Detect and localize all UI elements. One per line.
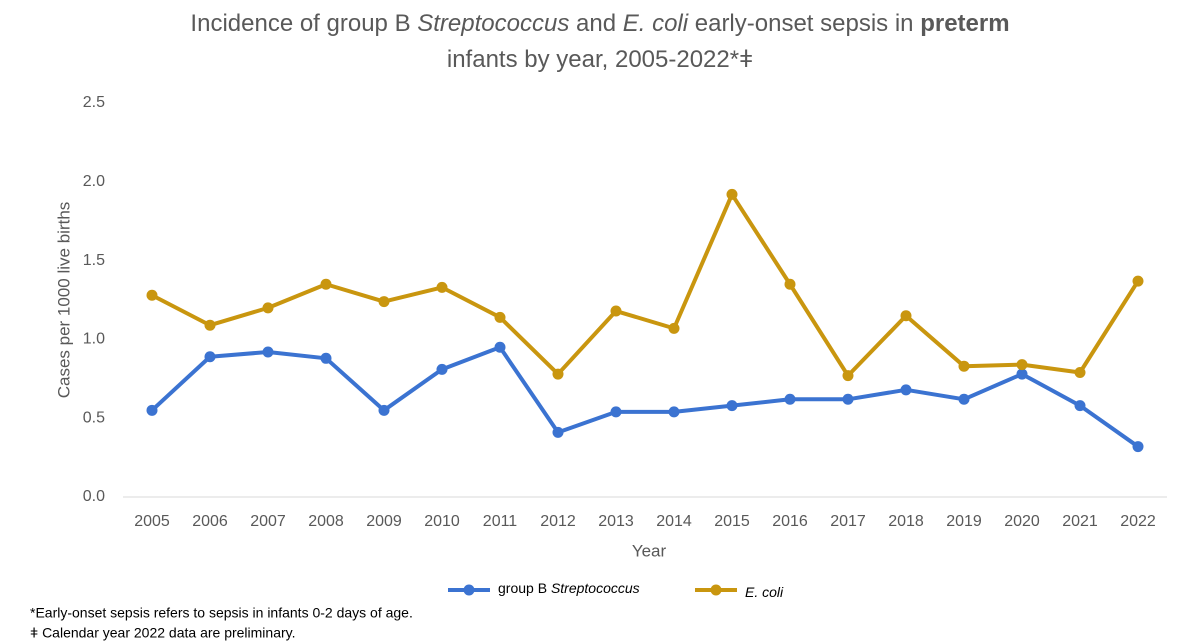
y-tick-label: 0.5 xyxy=(83,409,105,426)
text-part: group B xyxy=(498,580,551,596)
data-point xyxy=(1132,441,1144,453)
text-part: Streptococcus xyxy=(417,10,569,37)
data-point xyxy=(842,370,854,382)
data-point xyxy=(900,310,912,322)
x-tick-label: 2016 xyxy=(772,513,808,530)
x-tick-label: 2018 xyxy=(888,513,924,530)
legend-label: group B Streptococcus xyxy=(498,580,640,596)
chart-title: infants by year, 2005-2022*ǂ xyxy=(447,46,753,73)
x-tick-label: 2010 xyxy=(424,513,460,530)
series-line xyxy=(150,345,1140,449)
x-tick-label: 2021 xyxy=(1062,513,1098,530)
data-point xyxy=(784,278,796,290)
data-point xyxy=(668,322,680,334)
x-tick-label: 2012 xyxy=(540,513,576,530)
text-part: Streptococcus xyxy=(551,580,640,596)
text-part: and xyxy=(569,10,622,37)
data-point xyxy=(552,368,564,380)
data-point xyxy=(552,426,564,438)
data-point xyxy=(668,406,680,418)
data-point xyxy=(726,188,738,200)
footnote: *Early-onset sepsis refers to sepsis in … xyxy=(30,605,413,621)
data-point xyxy=(958,360,970,372)
text-part: early-onset sepsis in xyxy=(688,10,920,37)
data-point xyxy=(146,404,158,416)
data-point xyxy=(378,404,390,416)
data-point xyxy=(610,305,622,317)
data-point xyxy=(494,311,506,323)
x-tick-label: 2005 xyxy=(134,513,170,530)
legend-marker xyxy=(710,584,722,596)
series-line xyxy=(151,192,1140,378)
data-point xyxy=(262,302,274,314)
y-tick-label: 1.5 xyxy=(83,252,105,269)
data-point xyxy=(900,384,912,396)
x-tick-label: 2022 xyxy=(1120,513,1156,530)
y-axis-title: Cases per 1000 live births xyxy=(54,202,73,399)
data-point xyxy=(262,346,274,358)
text-part: Incidence of group B xyxy=(190,10,417,37)
data-point xyxy=(726,400,738,412)
text-part: E. coli xyxy=(745,584,784,600)
text-part: E. coli xyxy=(623,10,689,37)
y-tick-label: 2.0 xyxy=(83,173,105,190)
text-part: preterm xyxy=(920,10,1009,37)
x-tick-label: 2019 xyxy=(946,513,982,530)
data-point xyxy=(436,363,448,375)
data-point xyxy=(1016,368,1028,380)
y-tick-label: 2.5 xyxy=(83,94,105,111)
data-point xyxy=(436,281,448,293)
data-point xyxy=(146,289,158,301)
data-point xyxy=(958,393,970,405)
data-point xyxy=(1074,400,1086,412)
data-point xyxy=(842,393,854,405)
data-point xyxy=(1132,275,1144,287)
x-tick-label: 2007 xyxy=(250,513,286,530)
x-tick-label: 2013 xyxy=(598,513,634,530)
x-tick-label: 2011 xyxy=(483,513,518,530)
data-point xyxy=(1074,366,1086,378)
legend-marker xyxy=(463,584,475,596)
x-tick-label: 2008 xyxy=(308,513,344,530)
y-tick-label: 1.0 xyxy=(83,331,105,348)
x-tick-label: 2017 xyxy=(830,513,866,530)
x-tick-label: 2015 xyxy=(714,513,750,530)
y-tick-label: 0.0 xyxy=(83,488,105,505)
x-tick-label: 2006 xyxy=(192,513,228,530)
data-point xyxy=(204,351,216,363)
data-point xyxy=(320,278,332,290)
data-point xyxy=(204,319,216,331)
data-point xyxy=(378,296,390,308)
x-axis-title: Year xyxy=(632,541,667,560)
x-tick-label: 2020 xyxy=(1004,513,1040,530)
data-point xyxy=(494,341,506,353)
x-tick-label: 2009 xyxy=(366,513,402,530)
legend-label: E. coli xyxy=(745,584,784,600)
x-tick-label: 2014 xyxy=(656,513,692,530)
text-part: infants by year, 2005-2022*ǂ xyxy=(447,46,753,73)
data-point xyxy=(1016,359,1028,371)
chart-title: Incidence of group B Streptococcus and E… xyxy=(190,10,1009,37)
data-point xyxy=(320,352,332,364)
data-point xyxy=(610,406,622,418)
footnote: ǂ Calendar year 2022 data are preliminar… xyxy=(30,625,296,641)
data-point xyxy=(784,393,796,405)
